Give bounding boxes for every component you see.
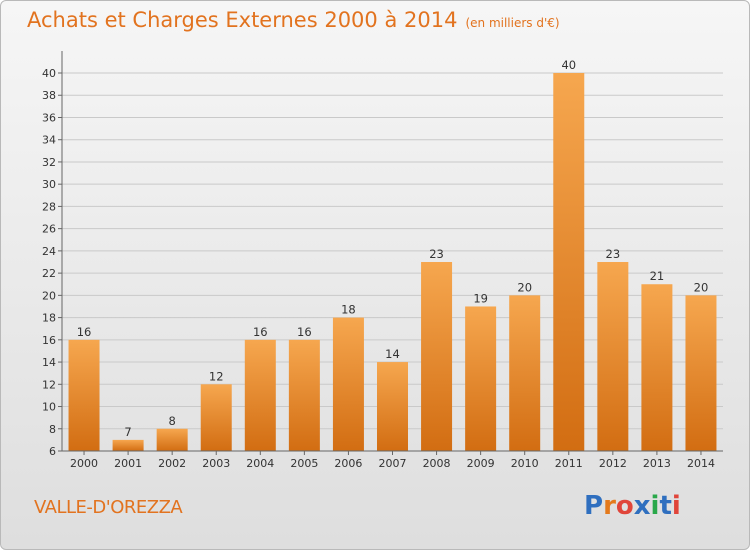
- bar-value-label: 16: [77, 325, 92, 339]
- y-tick-label: 20: [42, 289, 56, 302]
- x-tick-label: 2001: [114, 457, 142, 470]
- bar-value-label: 23: [606, 247, 621, 261]
- bar-value-label: 21: [650, 269, 665, 283]
- x-tick-label: 2003: [202, 457, 230, 470]
- y-tick-label: 30: [42, 178, 56, 191]
- bar: [156, 428, 188, 451]
- bar: [112, 439, 144, 451]
- bar: [200, 384, 232, 451]
- bar: [597, 262, 629, 451]
- y-tick-label: 40: [42, 67, 56, 80]
- bar: [509, 295, 541, 451]
- bar-value-label: 16: [253, 325, 268, 339]
- y-tick-label: 32: [42, 156, 56, 169]
- x-tick-label: 2004: [246, 457, 274, 470]
- bar-value-label: 14: [385, 347, 400, 361]
- bar: [68, 339, 100, 451]
- bar-value-label: 23: [429, 247, 444, 261]
- place-name: VALLE-D'OREZZA: [34, 497, 183, 518]
- bar: [465, 306, 497, 451]
- x-tick-label: 2014: [687, 457, 715, 470]
- y-tick-label: 34: [42, 134, 56, 147]
- logo-letter: i: [650, 491, 660, 521]
- bar-value-label: 7: [124, 425, 131, 439]
- chart-subtitle: (en milliers d'€): [465, 16, 560, 30]
- y-tick-label: 38: [42, 89, 56, 102]
- y-tick-label: 12: [42, 378, 56, 391]
- x-tick-label: 2007: [379, 457, 407, 470]
- logo-letter: x: [633, 491, 651, 521]
- y-tick-label: 14: [42, 356, 56, 369]
- bar-value-label: 8: [169, 414, 176, 428]
- chart-title-text: Achats et Charges Externes 2000 à 2014: [27, 8, 458, 32]
- bar: [332, 317, 364, 451]
- logo-letter: r: [603, 491, 616, 521]
- y-tick-label: 26: [42, 223, 56, 236]
- chart-title: Achats et Charges Externes 2000 à 2014 (e…: [27, 8, 560, 32]
- bar-value-label: 20: [694, 280, 709, 294]
- y-tick-label: 6: [49, 445, 56, 458]
- y-tick-label: 16: [42, 334, 56, 347]
- y-tick-label: 28: [42, 200, 56, 213]
- x-tick-label: 2009: [467, 457, 495, 470]
- bar: [553, 73, 585, 451]
- x-tick-label: 2010: [511, 457, 539, 470]
- y-tick-label: 8: [49, 423, 56, 436]
- x-tick-label: 2011: [555, 457, 583, 470]
- bar-value-label: 12: [209, 369, 224, 383]
- x-tick-label: 2002: [158, 457, 186, 470]
- bar-value-label: 20: [517, 280, 532, 294]
- bar-value-label: 18: [341, 303, 356, 317]
- bar: [377, 362, 408, 451]
- logo-letter: P: [584, 491, 604, 521]
- x-tick-label: 2008: [423, 457, 451, 470]
- x-tick-label: 2006: [334, 457, 362, 470]
- y-tick-label: 24: [42, 245, 56, 258]
- bar: [421, 262, 453, 451]
- y-tick-label: 36: [42, 111, 56, 124]
- y-tick-label: 18: [42, 312, 56, 325]
- logo-letter: i: [671, 491, 681, 521]
- bar-value-label: 40: [561, 58, 576, 72]
- x-tick-label: 2000: [70, 457, 98, 470]
- x-tick-label: 2005: [290, 457, 318, 470]
- x-tick-label: 2013: [643, 457, 671, 470]
- x-tick-label: 2012: [599, 457, 627, 470]
- y-tick-label: 22: [42, 267, 56, 280]
- bar: [641, 284, 673, 451]
- bar-value-label: 19: [473, 291, 488, 305]
- logo-letter: t: [659, 491, 672, 521]
- bar-value-label: 16: [297, 325, 312, 339]
- bar: [685, 295, 717, 451]
- bar: [288, 339, 320, 451]
- y-tick-label: 10: [42, 401, 56, 414]
- bar: [244, 339, 276, 451]
- proxiti-logo[interactable]: Proxiti: [584, 491, 681, 521]
- logo-letter: o: [615, 491, 634, 521]
